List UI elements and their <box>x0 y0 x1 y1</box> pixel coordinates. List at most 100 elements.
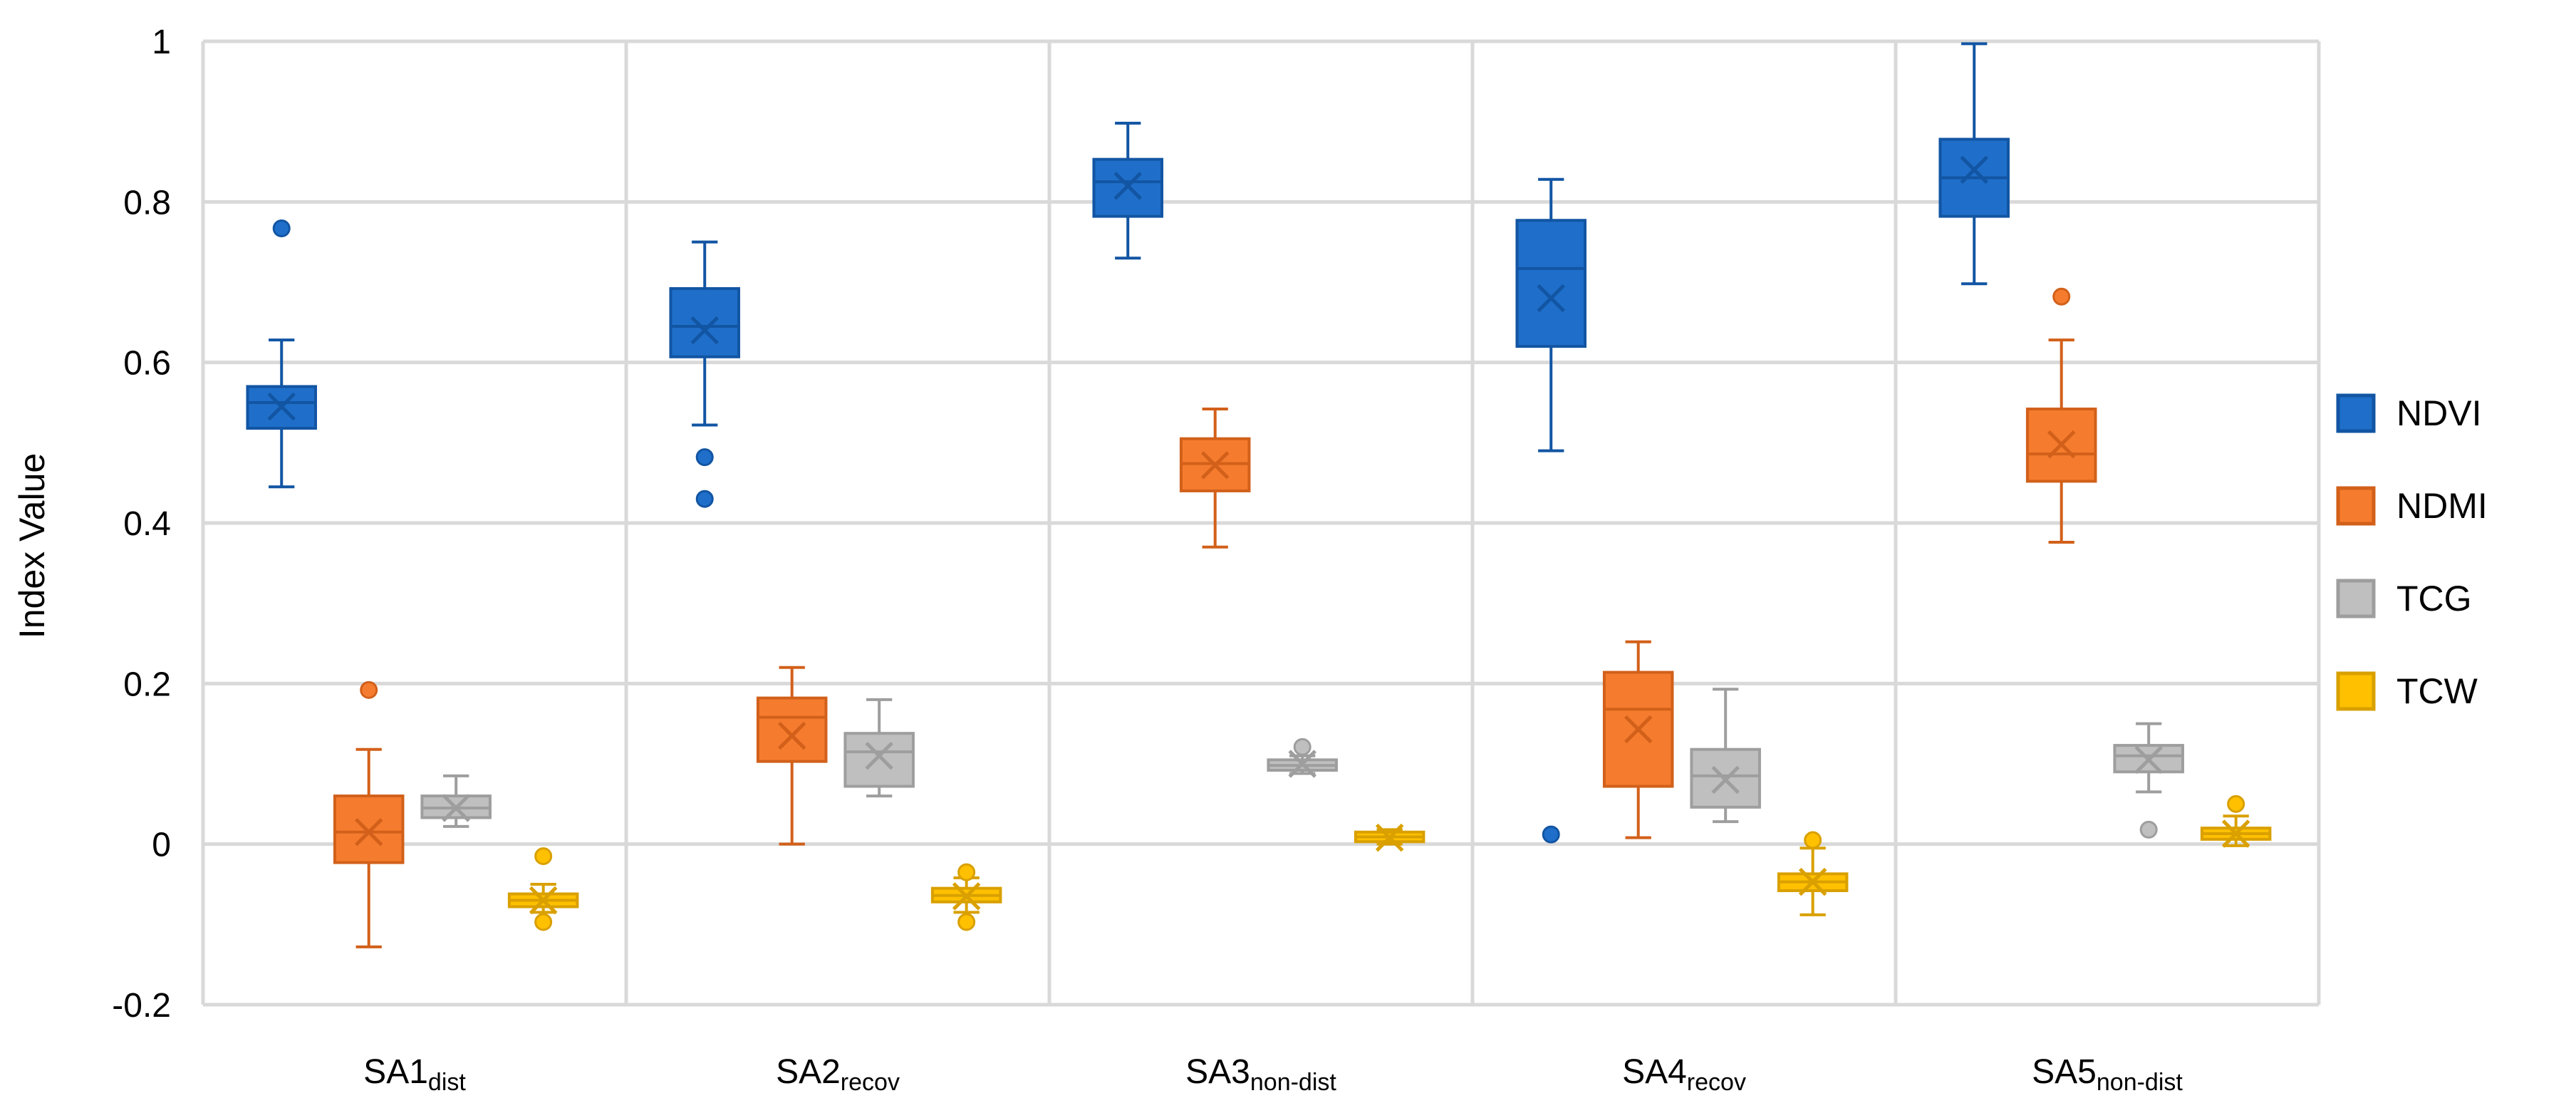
outlier-point <box>2227 794 2245 813</box>
box-tcw <box>1777 831 1849 916</box>
outlier-point <box>1293 737 1312 756</box>
mean-marker <box>1960 155 1988 185</box>
box-ndmi <box>756 666 828 846</box>
grid-layer <box>201 39 2321 1007</box>
box-ndmi <box>1179 408 1251 549</box>
x-tick-label: SA5non-dist <box>2032 1053 2183 1096</box>
mean-marker <box>1624 715 1653 744</box>
mean-marker <box>354 818 383 846</box>
mean-marker <box>2134 745 2163 775</box>
box-ndvi <box>1515 177 1586 844</box>
outlier-point <box>2052 287 2071 306</box>
box-tcw <box>1354 823 1425 852</box>
legend-swatch <box>2336 671 2376 711</box>
box-ndvi <box>246 219 317 489</box>
y-tick-label: 0.8 <box>123 184 171 222</box>
x-tick-label: SA2recov <box>776 1053 900 1096</box>
mean-marker <box>1711 765 1740 794</box>
x-tick-label: SA4recov <box>1622 1053 1746 1096</box>
x-tick-label-subscript: non-dist <box>2097 1069 2183 1096</box>
mean-marker <box>865 741 893 770</box>
x-tick-label: SA3non-dist <box>1185 1053 1336 1096</box>
mean-marker <box>777 721 806 750</box>
box-iqr <box>669 287 740 358</box>
y-tick-label: 0.2 <box>123 666 171 703</box>
mean-marker <box>2047 430 2076 459</box>
legend: NDVI NDMI TCG TCW <box>2336 393 2488 711</box>
outlier-point <box>2139 820 2158 839</box>
box-tcg <box>1690 688 1761 824</box>
box-ndvi <box>1092 121 1163 260</box>
box-tcw <box>2200 794 2272 848</box>
x-tick-label-main: SA5 <box>2032 1053 2097 1091</box>
x-axis: SA1dist SA2recov SA3non-dist SA4recov SA5non… <box>363 1053 2183 1096</box>
outlier-point <box>360 680 378 699</box>
mean-marker <box>1537 284 1565 313</box>
y-tick-label: 0 <box>152 827 171 864</box>
x-tick-label-subscript: recov <box>841 1069 900 1096</box>
x-tick-label-main: SA1 <box>363 1053 428 1091</box>
mean-marker <box>1798 867 1827 896</box>
legend-item: TCW <box>2336 671 2478 711</box>
boxes-layer <box>246 42 2272 948</box>
legend-label: NDMI <box>2396 486 2488 526</box>
outlier-point <box>272 219 291 238</box>
x-tick-label-main: SA2 <box>776 1053 841 1091</box>
y-tick-label: 0.4 <box>123 505 171 543</box>
y-axis: -0.2 0 0.2 0.4 0.6 0.8 1 <box>112 24 171 1025</box>
x-tick-label-subscript: recov <box>1687 1069 1746 1096</box>
mean-marker <box>1200 451 1230 480</box>
legend-label: TCW <box>2396 671 2478 711</box>
box-ndvi <box>669 240 740 508</box>
box-tcw <box>930 863 1002 931</box>
outlier-point <box>695 448 714 467</box>
legend-swatch <box>2336 393 2376 433</box>
box-ndvi <box>1938 42 2010 286</box>
box-ndmi <box>2025 287 2097 544</box>
box-tcg <box>2113 722 2184 839</box>
mean-marker <box>2221 819 2250 848</box>
outlier-point <box>534 913 553 931</box>
y-tick-label: 0.6 <box>123 345 171 383</box>
box-iqr <box>756 696 828 763</box>
legend-label: TCG <box>2396 579 2472 618</box>
legend-item: TCG <box>2336 579 2472 618</box>
mean-marker <box>690 316 719 345</box>
box-iqr <box>1690 747 1761 809</box>
x-tick-label-main: SA3 <box>1185 1053 1250 1091</box>
outlier-point <box>957 913 976 931</box>
x-tick-label-subscript: non-dist <box>1250 1069 1337 1096</box>
mean-marker <box>1375 823 1404 852</box>
x-tick-label-main: SA4 <box>1622 1053 1687 1091</box>
outlier-point <box>1804 831 1822 849</box>
box-iqr <box>843 732 915 788</box>
box-tcw <box>507 847 579 931</box>
box-tcg <box>420 774 492 828</box>
legend-swatch <box>2336 486 2376 526</box>
outlier-point <box>1542 825 1560 844</box>
outlier-point <box>957 863 976 881</box>
box-iqr <box>1515 219 1586 348</box>
legend-swatch <box>2336 579 2376 618</box>
mean-marker <box>529 886 558 915</box>
x-tick-label: SA1dist <box>363 1053 466 1096</box>
box-tcg <box>1267 737 1338 778</box>
mean-marker <box>1113 172 1142 200</box>
mean-marker <box>267 392 296 421</box>
box-iqr <box>333 794 405 864</box>
legend-item: NDMI <box>2336 486 2488 526</box>
y-tick-label: -0.2 <box>112 987 171 1025</box>
box-ndmi <box>1602 640 1674 839</box>
mean-marker <box>442 794 470 822</box>
outlier-point <box>695 490 714 508</box>
y-tick-label: 1 <box>152 24 171 61</box>
mean-marker <box>1288 750 1316 778</box>
legend-label: NDVI <box>2396 393 2481 433</box>
box-ndmi <box>333 680 405 948</box>
legend-item: NDVI <box>2336 393 2481 433</box>
outlier-point <box>534 847 553 866</box>
y-axis-title: Index Value <box>12 453 52 638</box>
box-tcg <box>843 698 915 798</box>
mean-marker <box>952 882 981 911</box>
